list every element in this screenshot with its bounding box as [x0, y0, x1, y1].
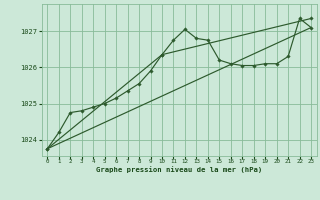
X-axis label: Graphe pression niveau de la mer (hPa): Graphe pression niveau de la mer (hPa) [96, 166, 262, 173]
